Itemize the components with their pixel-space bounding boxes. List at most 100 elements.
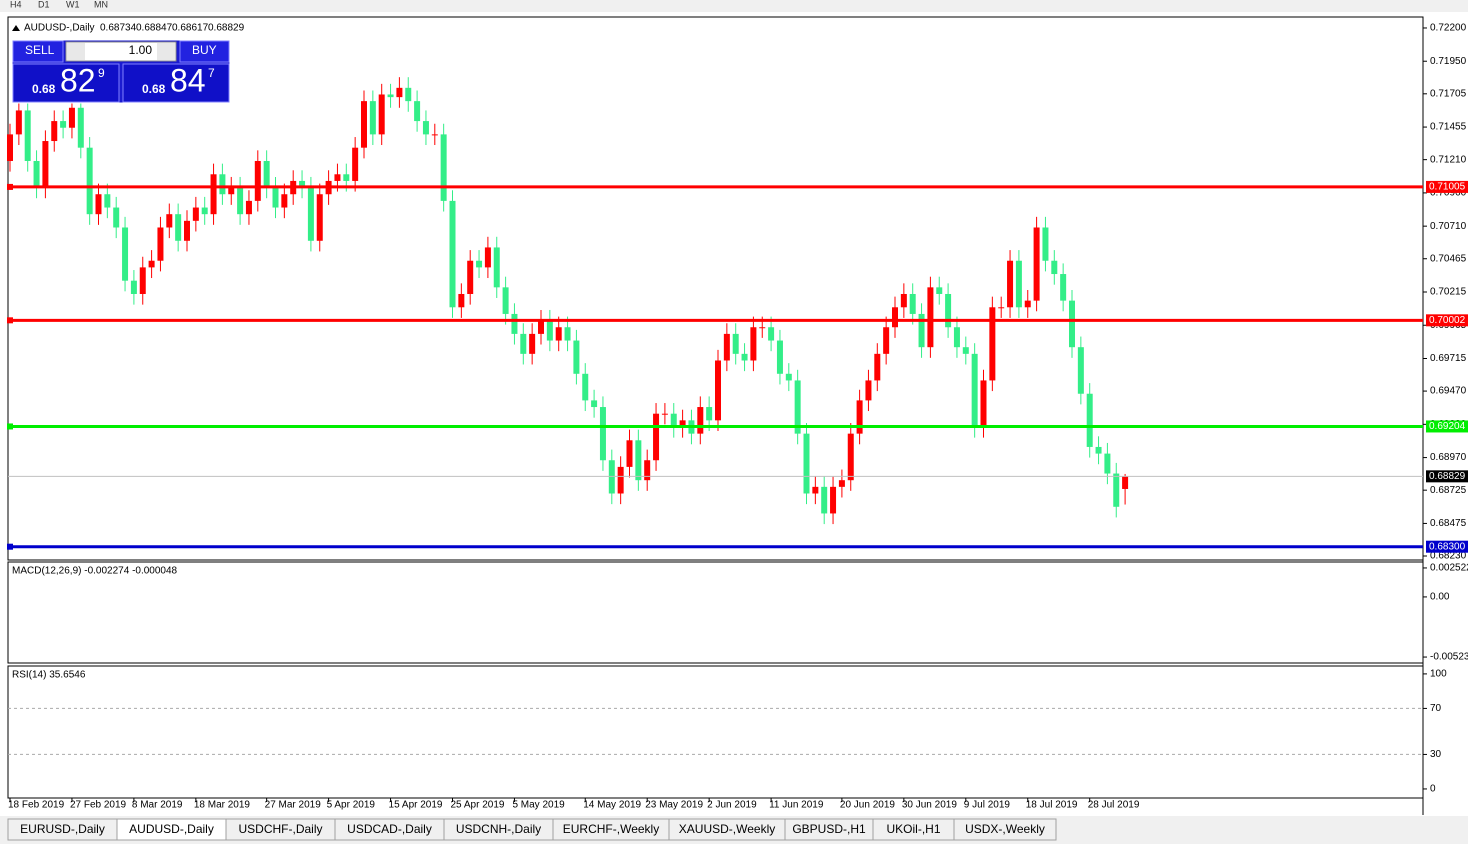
- candle-body: [617, 466, 624, 494]
- candle-body: [440, 134, 447, 201]
- candle-body: [1113, 473, 1120, 507]
- candle-body: [237, 187, 244, 215]
- candle-body: [299, 180, 306, 188]
- level-handle: [7, 317, 13, 324]
- candle-body: [493, 247, 500, 288]
- candle-body: [334, 174, 341, 181]
- candle-body: [51, 121, 58, 142]
- candle-body: [148, 260, 155, 268]
- y-tick-label: 100: [1430, 669, 1447, 680]
- candle-body: [1007, 260, 1014, 308]
- candle-body: [1015, 260, 1022, 308]
- candle-body: [759, 327, 766, 329]
- candle-body: [1051, 260, 1058, 275]
- tab[interactable]: [953, 818, 1057, 841]
- y-tick-label: 0.69470: [1430, 386, 1467, 397]
- candle-body: [369, 101, 376, 135]
- candle-body: [1033, 227, 1040, 301]
- candle-body: [794, 380, 801, 434]
- sell-price-frac: 9: [98, 66, 105, 80]
- level-label: 0.68300: [1429, 541, 1466, 552]
- timeframe-button[interactable]: H4: [10, 0, 22, 9]
- candle-body: [387, 94, 394, 98]
- y-tick-label: 0.71705: [1430, 88, 1467, 99]
- x-tick-label: 18 Feb 2019: [8, 800, 65, 811]
- candle-body: [1024, 300, 1031, 308]
- timeframe-button[interactable]: MN: [94, 0, 108, 9]
- y-tick-label: 0.68230: [1430, 551, 1467, 562]
- candle-body: [962, 347, 969, 354]
- lots-input[interactable]: [65, 41, 177, 62]
- x-tick-label: 18 Jul 2019: [1026, 800, 1078, 811]
- x-tick-label: 11 Jun 2019: [769, 800, 824, 811]
- tab-label: EURCHF-,Weekly: [563, 822, 659, 836]
- candle-body: [936, 287, 943, 294]
- candle-body: [909, 293, 916, 314]
- candle-body: [706, 407, 713, 421]
- candle-body: [785, 373, 792, 381]
- lots-spin-up[interactable]: [157, 43, 175, 60]
- candle-body: [971, 353, 978, 427]
- candle-body: [484, 247, 491, 268]
- candle-body: [555, 327, 562, 341]
- x-tick-label: 2 Jun 2019: [707, 800, 757, 811]
- timeframe-button[interactable]: D1: [38, 0, 50, 9]
- candle-body: [15, 110, 22, 135]
- tab-label: USDCHF-,Daily: [239, 822, 323, 836]
- level-label-bg: [1426, 180, 1468, 193]
- candle-body: [520, 333, 527, 354]
- candle-body: [343, 174, 350, 181]
- sell-button[interactable]: [12, 40, 64, 63]
- candle-body: [104, 194, 111, 208]
- collapse-arrow: [12, 25, 20, 31]
- y-tick-label: 30: [1430, 749, 1442, 760]
- buy-price-frac: 7: [208, 66, 215, 80]
- candle-body: [697, 407, 704, 434]
- y-tick-label: 0.71210: [1430, 154, 1467, 165]
- x-tick-label: 30 Jun 2019: [902, 800, 957, 811]
- current-price-label: 0.68829: [1429, 471, 1466, 482]
- candle-body: [529, 333, 536, 354]
- y-tick-label: 0.70960: [1430, 188, 1467, 199]
- candle-body: [219, 174, 226, 195]
- candle-body: [883, 327, 890, 354]
- candle-body: [865, 380, 872, 401]
- candle-body: [653, 413, 660, 461]
- candle-body: [422, 121, 429, 135]
- candle-body: [86, 147, 93, 215]
- candle-body: [60, 121, 67, 128]
- candle-body: [378, 94, 385, 135]
- ohlc-value: 0.68734: [100, 23, 137, 34]
- candle-body: [1069, 300, 1075, 348]
- level-label: 0.70002: [1429, 315, 1466, 326]
- buy-price-big: 0.68: [142, 82, 166, 96]
- candle-body: [192, 207, 199, 221]
- level-label-bg: [1426, 314, 1468, 327]
- candle-body: [670, 413, 677, 427]
- toolbar-bg: [0, 0, 1468, 12]
- candle-body: [776, 340, 783, 374]
- buy-label: BUY: [192, 43, 217, 57]
- candle-body: [228, 187, 235, 195]
- candle-body: [538, 320, 544, 334]
- sell-price-box[interactable]: [12, 63, 120, 103]
- candle-body: [715, 360, 721, 421]
- candle-body: [723, 333, 730, 361]
- timeframe-button[interactable]: W1: [66, 0, 80, 9]
- candle-body: [847, 433, 854, 481]
- y-tick-label: 0.68725: [1430, 485, 1467, 496]
- candle-body: [1042, 227, 1049, 261]
- candle-body: [130, 280, 137, 294]
- level-handle: [7, 423, 13, 430]
- buy-price-box[interactable]: [122, 63, 230, 103]
- lots-spin-down[interactable]: [67, 43, 85, 60]
- tab-label: XAUUSD-,Weekly: [679, 822, 775, 836]
- level-label-bg: [1426, 540, 1468, 553]
- candle-body: [980, 380, 987, 427]
- candle-body: [573, 340, 580, 374]
- candle-body: [184, 220, 190, 241]
- candle-body: [998, 307, 1005, 309]
- buy-button[interactable]: [179, 40, 230, 63]
